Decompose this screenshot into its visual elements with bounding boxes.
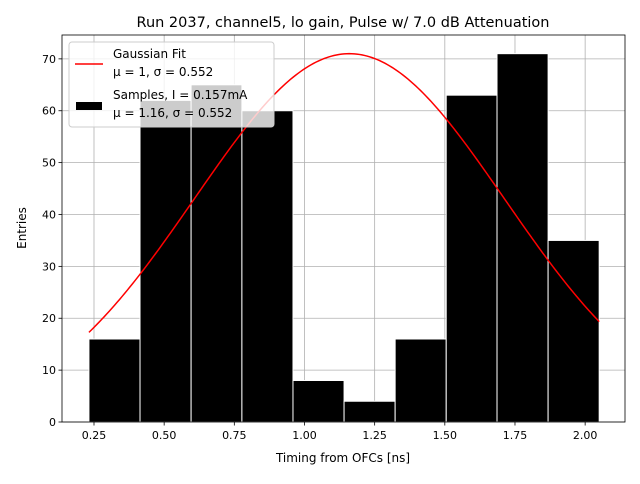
histogram-bar [445,94,498,423]
legend-samples-params: μ = 1.16, σ = 0.552 [113,106,232,120]
x-tick-label: 1.50 [433,429,458,442]
y-tick-label: 30 [42,260,56,273]
plot-frame [61,34,626,423]
x-tick-label: 2.00 [573,429,598,442]
legend-samples-label: Samples, I = 0.157mA [113,88,248,102]
y-tick-label: 50 [42,157,56,170]
x-axis-label: Timing from OFCs [ns] [275,451,410,465]
histogram-bar [241,110,294,423]
legend-fit-params: μ = 1, σ = 0.552 [113,65,213,79]
histogram-bar [496,53,549,423]
histogram-bar [88,338,141,423]
y-tick-label: 10 [42,364,56,377]
histogram-bar [292,379,345,423]
y-tick-label: 60 [42,105,56,118]
legend-fit-label: Gaussian Fit [113,47,186,61]
legend: Gaussian Fit μ = 1, σ = 0.552 Samples, I… [68,41,275,128]
y-axis-label: Entries [15,207,29,249]
legend-samples-swatch [76,102,102,110]
x-tick-label: 1.00 [292,429,317,442]
histogram-bar [394,338,447,423]
gaussian-fit-line [88,52,600,333]
x-tick-label: 1.75 [503,429,528,442]
x-tick-label: 1.25 [362,429,387,442]
x-axis-ticks: 0.25 0.50 0.75 1.00 1.25 1.50 1.75 2.00 [82,422,598,442]
x-tick-label: 0.25 [82,429,107,442]
y-axis-ticks: 0 10 20 30 40 50 60 70 [42,53,62,429]
chart-title: Run 2037, channel5, lo gain, Pulse w/ 7.… [137,15,550,31]
histogram-bar [343,400,396,423]
x-tick-label: 0.75 [222,429,247,442]
x-tick-label: 0.50 [152,429,177,442]
y-tick-label: 40 [42,208,56,221]
histogram-bar [190,84,243,423]
legend-box [68,41,275,128]
histogram-bars [88,53,600,423]
y-tick-label: 70 [42,53,56,66]
histogram-bar [139,99,192,423]
y-tick-label: 20 [42,312,56,325]
histogram-bar [547,239,600,423]
y-tick-label: 0 [49,416,56,429]
